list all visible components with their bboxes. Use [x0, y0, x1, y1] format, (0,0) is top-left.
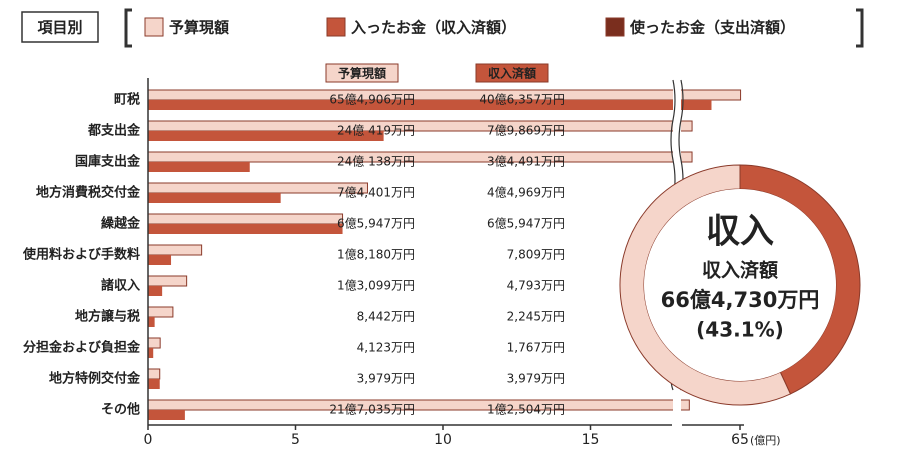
value-label: 4億4,969万円	[487, 186, 565, 200]
legend-swatch	[605, 17, 625, 37]
value-label: 7億4,401万円	[337, 186, 415, 200]
value-label: 1億8,180万円	[337, 248, 415, 262]
value-label: 2,245万円	[507, 310, 565, 324]
column-header: 収入済額	[488, 66, 536, 81]
bar	[148, 410, 185, 420]
bar	[147, 337, 161, 349]
column-header: 予算現額	[338, 66, 386, 81]
value-label: 40億6,357万円	[479, 93, 565, 107]
y-tick-label: 地方消費税交付金	[36, 185, 141, 201]
y-tick-label: 都支出金	[87, 123, 141, 139]
legend-label: 使ったお金（支出済額）	[629, 19, 795, 37]
y-tick-label: 使用料および手数料	[22, 247, 140, 263]
bar	[147, 213, 344, 225]
bar	[148, 286, 163, 296]
legend-label: 入ったお金（収入済額）	[351, 19, 516, 37]
x-tick-label: 5	[291, 432, 300, 448]
y-tick-label: 繰越金	[101, 216, 141, 232]
pie-subtitle: 収入済額	[702, 259, 778, 282]
value-label: 6億5,947万円	[337, 217, 415, 231]
legend-title-box	[21, 11, 99, 43]
value-label: 3,979万円	[357, 372, 415, 386]
legend-bracket	[856, 8, 864, 48]
value-label: 3,979万円	[507, 372, 565, 386]
pie-value-label: (43.1%)	[696, 318, 784, 342]
y-tick-label: 地方特例交付金	[49, 371, 141, 387]
bar	[147, 244, 203, 256]
bar	[148, 348, 154, 358]
y-tick-label: 分担金および負担金	[23, 340, 141, 356]
value-label: 3億4,491万円	[487, 155, 565, 169]
bar	[147, 89, 742, 101]
x-axis-label: (億円)	[750, 434, 781, 447]
legend-title: 項目別	[37, 19, 82, 37]
y-tick-label: 諸収入	[101, 278, 140, 294]
value-label: 4,793万円	[507, 279, 565, 293]
bar	[147, 275, 188, 287]
column-header-box	[475, 63, 549, 83]
bar	[147, 306, 174, 318]
value-label: 1億3,099万円	[337, 279, 415, 293]
legend-label: 予算現額	[169, 19, 229, 37]
bar	[148, 224, 343, 234]
value-label: 4,123万円	[357, 341, 415, 355]
pie-title: 収入	[706, 212, 774, 252]
value-label: 1,767万円	[507, 341, 565, 355]
bar	[148, 317, 155, 327]
y-tick-label: 町税	[114, 92, 140, 108]
value-label: 8,442万円	[357, 310, 415, 324]
legend-swatch	[144, 17, 164, 37]
bar	[148, 379, 160, 389]
x-tick-label: 65	[731, 432, 749, 448]
x-tick-label: 0	[144, 432, 153, 448]
x-tick-label: 10	[434, 432, 452, 448]
y-tick-label: 地方譲与税	[75, 309, 140, 325]
value-label: 6億5,947万円	[487, 217, 565, 231]
value-label: 24億 419万円	[337, 124, 415, 138]
bar	[147, 182, 368, 194]
value-label: 21億7,035万円	[329, 403, 415, 417]
bar	[148, 255, 172, 265]
pie-hole	[644, 189, 836, 381]
bar	[148, 193, 281, 203]
value-label: 7億9,869万円	[487, 124, 565, 138]
bar	[148, 100, 712, 110]
value-label: 7,809万円	[507, 248, 565, 262]
value-label: 1億2,504万円	[487, 403, 565, 417]
y-tick-label: 国庫支出金	[75, 154, 141, 170]
pie-slice	[619, 164, 792, 406]
x-tick-label: 15	[582, 432, 600, 448]
value-label: 24億 138万円	[337, 155, 415, 169]
y-tick-label: その他	[101, 402, 140, 418]
pie-annotation: 66億4,730万円	[661, 288, 820, 312]
bar	[148, 162, 250, 172]
bar	[147, 368, 161, 380]
value-label: 65億4,906万円	[329, 93, 415, 107]
bar	[147, 151, 693, 163]
bar	[147, 399, 690, 411]
bar	[147, 120, 693, 132]
legend-swatch	[326, 17, 346, 37]
bar	[148, 131, 384, 141]
column-header-box	[325, 63, 399, 83]
legend-bracket	[124, 8, 132, 48]
